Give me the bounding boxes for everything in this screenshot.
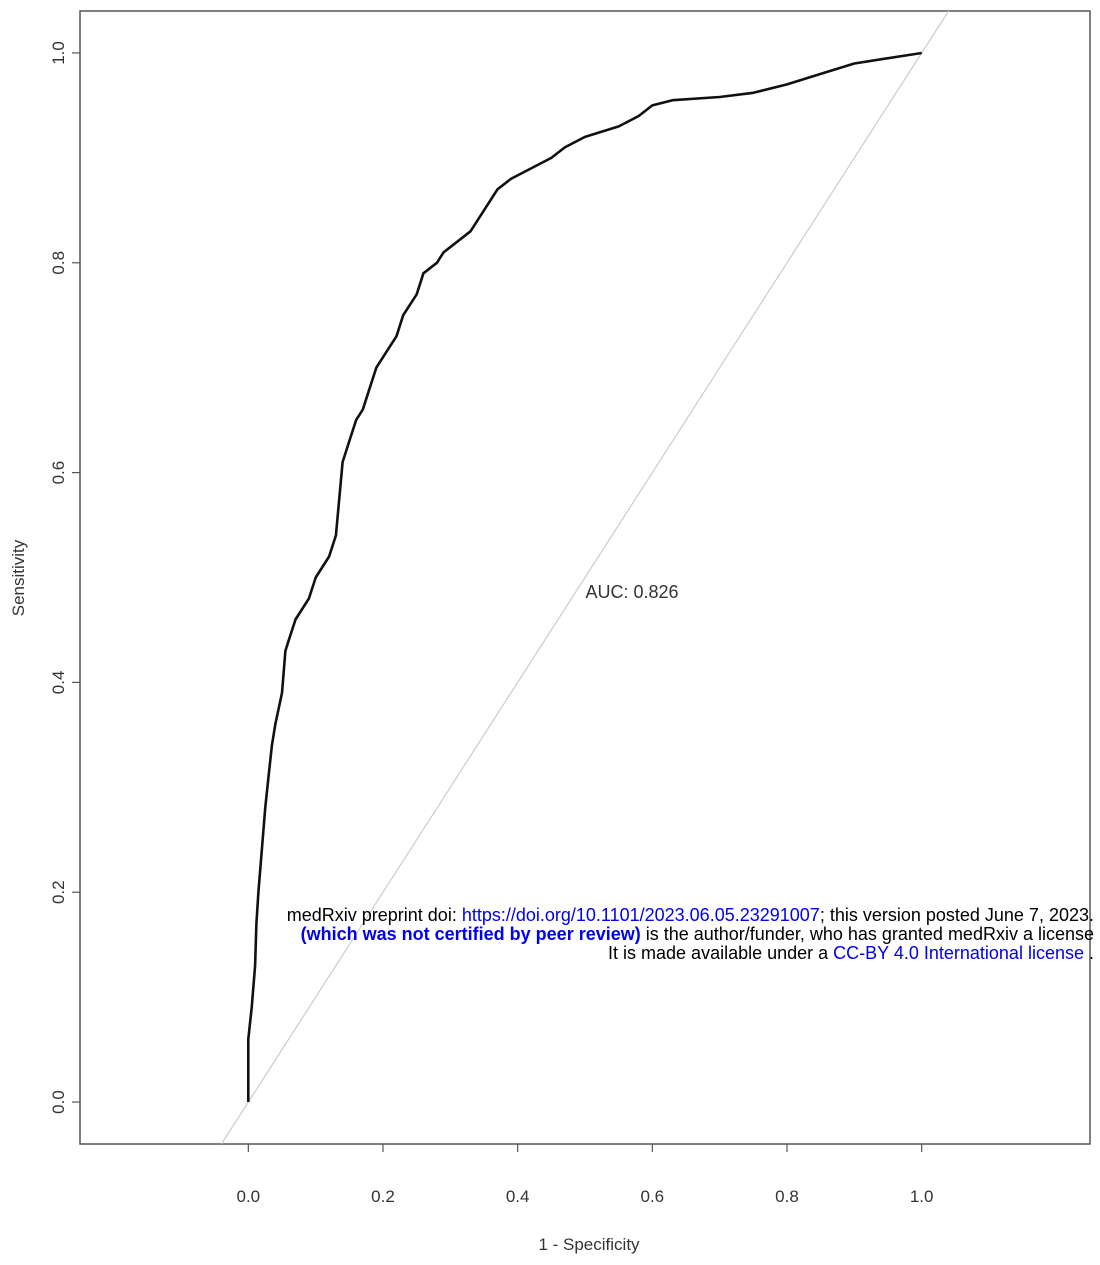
x-tick-label: 1.0: [910, 1187, 934, 1206]
license-link[interactable]: CC-BY 4.0 International license: [833, 943, 1084, 963]
y-tick-label: 0.2: [49, 880, 68, 904]
x-tick-label: 0.0: [237, 1187, 261, 1206]
y-tick-label: 0.4: [49, 671, 68, 695]
y-axis-title: Sensitivity: [9, 539, 28, 616]
x-tick-label: 0.2: [371, 1187, 395, 1206]
x-tick-label: 0.6: [641, 1187, 665, 1206]
peer-review-link[interactable]: (which was not certified by peer review): [300, 924, 641, 944]
watermark-line2-suffix: is the author/funder, who has granted me…: [640, 924, 1094, 944]
series-layer: [220, 10, 950, 1145]
reference-diagonal: [220, 10, 950, 1145]
y-tick-label: 1.0: [49, 41, 68, 65]
watermark-line1-prefix: medRxiv preprint doi:: [286, 905, 462, 925]
x-tick-label: 0.8: [775, 1187, 799, 1206]
plot-frame: [79, 10, 1091, 1145]
roc-curve: [247, 51, 922, 1102]
y-tick-label: 0.8: [49, 251, 68, 275]
doi-link[interactable]: https://doi.org/10.1101/2023.06.05.23291…: [461, 905, 820, 925]
watermark-line-2: (which was not certified by peer review)…: [287, 925, 1094, 944]
y-tick-label: 0.6: [49, 461, 68, 485]
axes: 0.0 0.2 0.4 0.6 0.8 1.0 0.0 0.2 0.4 0.6 0.8 1.0: [49, 41, 933, 1206]
x-axis-title: 1 - Specificity: [538, 1235, 640, 1254]
x-tick-label: 0.4: [506, 1187, 530, 1206]
watermark-line3-suffix: .: [1083, 943, 1094, 963]
watermark-line3-prefix: It is made available under a: [608, 943, 834, 963]
watermark-line1-suffix: ; this version posted June 7, 2023.: [819, 905, 1094, 925]
medrxiv-watermark: medRxiv preprint doi: https://doi.org/10…: [287, 906, 1094, 963]
watermark-line-1: medRxiv preprint doi: https://doi.org/10…: [287, 906, 1094, 925]
y-tick-label: 0.0: [49, 1090, 68, 1114]
auc-annotation: AUC: 0.826: [585, 582, 678, 602]
watermark-line-3: It is made available under a CC-BY 4.0 I…: [287, 944, 1094, 963]
